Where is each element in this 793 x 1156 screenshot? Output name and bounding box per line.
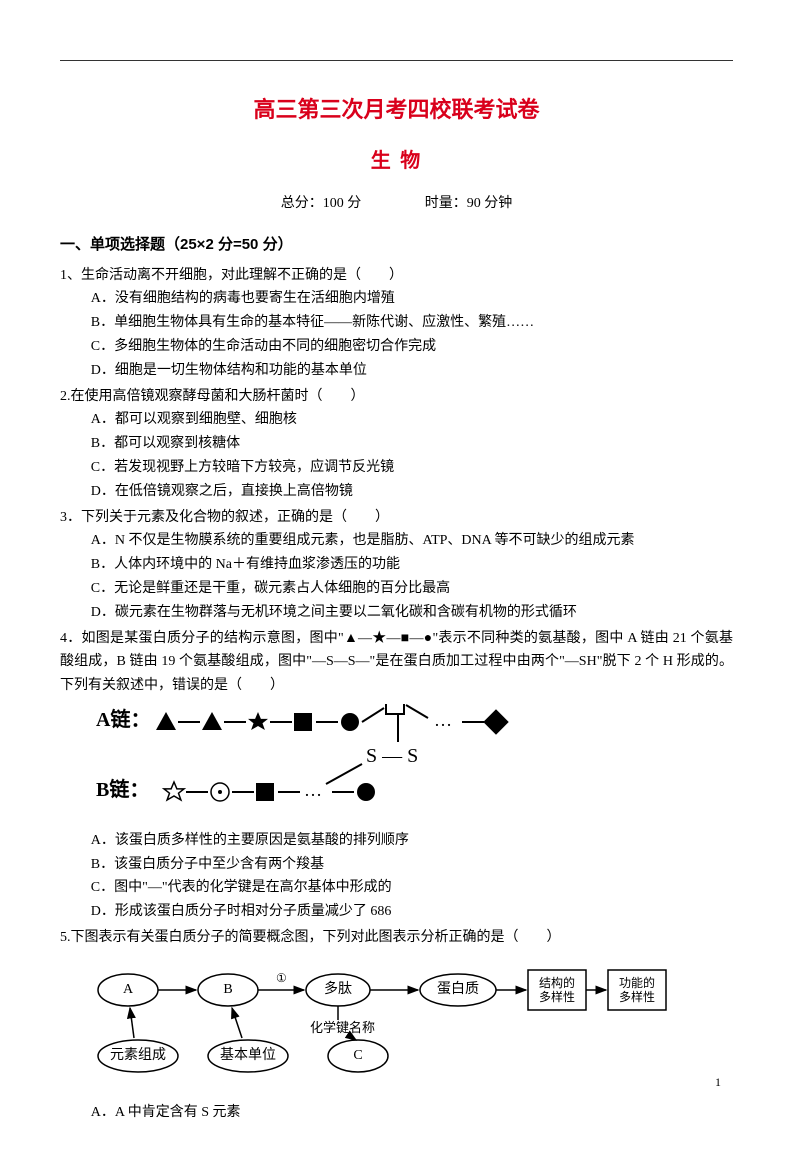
q3-opt-D: D．碳元素在生物群落与无机环境之间主要以二氧化碳和含碳有机物的形式循环 bbox=[91, 601, 733, 625]
edge-label-1: ① bbox=[276, 971, 287, 985]
node-struct-l1: 结构的 bbox=[539, 975, 575, 990]
protein-chain-svg: A链： … bbox=[96, 704, 616, 814]
q2-stem: 2.在使用高倍镜观察酵母菌和大肠杆菌时（ ） bbox=[60, 385, 733, 409]
q4-opt-A: A．该蛋白质多样性的主要原因是氨基酸的排列顺序 bbox=[91, 829, 733, 853]
svg-text:…: … bbox=[304, 780, 322, 800]
edge-label-chembond: 化学键名称 bbox=[310, 1020, 375, 1035]
q5-stem: 5.下图表示有关蛋白质分子的简要概念图，下列对此图表示分析正确的是（ ） bbox=[60, 926, 733, 950]
q2-opt-A: A．都可以观察到细胞壁、细胞核 bbox=[91, 408, 733, 432]
s-link-text: S — S bbox=[366, 745, 418, 767]
node-B: B bbox=[223, 982, 232, 997]
node-func-l2: 多样性 bbox=[619, 989, 655, 1004]
exam-title: 高三第三次月考四校联考试卷 bbox=[60, 91, 733, 128]
q2-opt-B: B．都可以观察到核糖体 bbox=[91, 432, 733, 456]
node-elements: 元素组成 bbox=[110, 1047, 166, 1063]
section1-heading: 一、单项选择题（25×2 分=50 分） bbox=[60, 232, 733, 258]
svg-text:…: … bbox=[434, 710, 452, 730]
top-rule bbox=[60, 60, 733, 61]
q3-opt-B: B．人体内环境中的 Na＋有维持血浆渗透压的功能 bbox=[91, 553, 733, 577]
question-3: 3．下列关于元素及化合物的叙述，正确的是（ ） A．N 不仅是生物膜系统的重要组… bbox=[60, 506, 733, 625]
question-5: 5.下图表示有关蛋白质分子的简要概念图，下列对此图表示分析正确的是（ ） A B… bbox=[60, 926, 733, 1124]
q1-opt-D: D．细胞是一切生物体结构和功能的基本单位 bbox=[91, 359, 733, 383]
question-2: 2.在使用高倍镜观察酵母菌和大肠杆菌时（ ） A．都可以观察到细胞壁、细胞核 B… bbox=[60, 385, 733, 504]
q4-protein-diagram: A链： … bbox=[96, 704, 733, 823]
node-func-l1: 功能的 bbox=[619, 975, 655, 990]
q1-stem: 1、生命活动离不开细胞，对此理解不正确的是（ ） bbox=[60, 264, 733, 288]
node-protein: 蛋白质 bbox=[437, 981, 479, 997]
q3-opt-C: C．无论是鲜重还是干重，碳元素占人体细胞的百分比最高 bbox=[91, 577, 733, 601]
chainB-label: B链： bbox=[96, 777, 149, 801]
exam-meta: 总分：100 分 时量：90 分钟 bbox=[60, 192, 733, 216]
q5-concept-diagram: A B 多肽 蛋白质 结构的 多样性 功能的 多样性 元素组成 基本单位 bbox=[88, 964, 733, 1093]
node-struct-l2: 多样性 bbox=[539, 989, 575, 1004]
node-C: C bbox=[353, 1048, 362, 1063]
q1-opt-C: C．多细胞生物体的生命活动由不同的细胞密切合作完成 bbox=[91, 335, 733, 359]
node-polypeptide: 多肽 bbox=[324, 980, 352, 997]
chainA-label: A链： bbox=[96, 707, 150, 731]
q4-opt-C: C．图中"—"代表的化学键是在高尔基体中形成的 bbox=[91, 876, 733, 900]
question-4: 4．如图是某蛋白质分子的结构示意图，图中"▲—★—■—●"表示不同种类的氨基酸，… bbox=[60, 627, 733, 924]
q4-opt-D: D．形成该蛋白质分子时相对分子质量减少了 686 bbox=[91, 900, 733, 924]
q1-opt-A: A．没有细胞结构的病毒也要寄生在活细胞内增殖 bbox=[91, 287, 733, 311]
time-limit: 时量：90 分钟 bbox=[425, 192, 513, 216]
node-A: A bbox=[123, 982, 134, 997]
q3-stem: 3．下列关于元素及化合物的叙述，正确的是（ ） bbox=[60, 506, 733, 530]
q4-stem: 4．如图是某蛋白质分子的结构示意图，图中"▲—★—■—●"表示不同种类的氨基酸，… bbox=[60, 627, 733, 698]
q5-opt-A: A．A 中肯定含有 S 元素 bbox=[91, 1101, 733, 1125]
q4-opt-B: B．该蛋白质分子中至少含有两个羧基 bbox=[91, 853, 733, 877]
q2-opt-D: D．在低倍镜观察之后，直接换上高倍物镜 bbox=[91, 480, 733, 504]
node-unit: 基本单位 bbox=[220, 1046, 276, 1063]
q2-opt-C: C．若发现视野上方较暗下方较亮，应调节反光镜 bbox=[91, 456, 733, 480]
q1-opt-B: B．单细胞生物体具有生命的基本特征——新陈代谢、应激性、繁殖…… bbox=[91, 311, 733, 335]
q3-opt-A: A．N 不仅是生物膜系统的重要组成元素，也是脂肪、ATP、DNA 等不可缺少的组… bbox=[91, 529, 733, 553]
total-score: 总分：100 分 bbox=[281, 192, 362, 216]
page-number: 1 bbox=[715, 1072, 721, 1092]
exam-subject: 生 物 bbox=[60, 144, 733, 178]
question-1: 1、生命活动离不开细胞，对此理解不正确的是（ ） A．没有细胞结构的病毒也要寄生… bbox=[60, 264, 733, 383]
